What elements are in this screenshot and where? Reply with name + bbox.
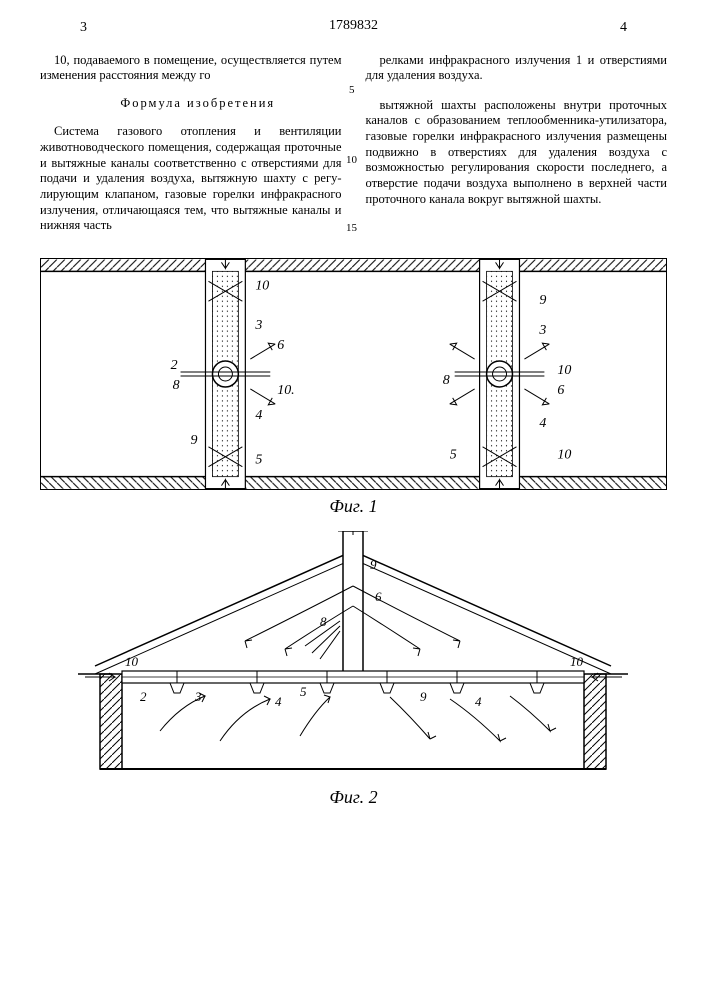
- left-p2: Система газового отопления и вентиля­ции…: [40, 124, 342, 233]
- svg-text:10: 10: [570, 654, 584, 669]
- svg-text:8: 8: [443, 373, 450, 388]
- fig2-svg: 2 3 4 5 6 8 9 9 4 10 10: [40, 531, 667, 781]
- svg-text:8: 8: [173, 378, 180, 393]
- svg-text:5: 5: [300, 684, 307, 699]
- svg-text:10: 10: [125, 654, 139, 669]
- fig1-caption: Фиг. 1: [0, 496, 707, 517]
- right-column: релками инфракрасного излучения 1 и от­в…: [366, 40, 668, 246]
- figure-2: 2 3 4 5 6 8 9 9 4 10 10: [40, 531, 667, 781]
- svg-text:10: 10: [557, 363, 571, 378]
- svg-text:5: 5: [450, 448, 457, 463]
- svg-text:2: 2: [140, 689, 147, 704]
- svg-text:4: 4: [275, 694, 282, 709]
- svg-text:9: 9: [539, 293, 546, 308]
- left-p1: 10, подаваемого в помещение, осуществля­…: [40, 53, 342, 84]
- svg-text:2: 2: [171, 358, 178, 373]
- svg-text:4: 4: [255, 408, 262, 423]
- page-left: 3: [80, 20, 87, 36]
- right-p2: вытяжной шахты расположены внутри про­то…: [366, 98, 668, 207]
- page-right: 4: [620, 20, 627, 36]
- left-column: 10, подаваемого в помещение, осуществля­…: [40, 40, 342, 246]
- svg-text:4: 4: [539, 416, 546, 431]
- svg-text:5: 5: [255, 453, 262, 468]
- formula-heading: Формула изобретения: [40, 96, 342, 112]
- svg-text:3: 3: [254, 318, 262, 333]
- right-p1: релками инфракрасного излучения 1 и от­в…: [366, 53, 668, 84]
- svg-text:8: 8: [320, 614, 327, 629]
- svg-text:6: 6: [277, 338, 284, 353]
- svg-text:6: 6: [375, 589, 382, 604]
- svg-text:6: 6: [557, 383, 564, 398]
- svg-text:9: 9: [420, 689, 427, 704]
- figure-1: 2 8 6 10. 3 4 5 10 9 9 3 8 10: [40, 258, 667, 490]
- line-number-10: 10: [346, 154, 357, 166]
- svg-text:3: 3: [538, 323, 546, 338]
- svg-text:10.: 10.: [277, 383, 294, 398]
- svg-text:3: 3: [194, 689, 202, 704]
- svg-text:10: 10: [255, 279, 269, 294]
- line-number-5: 5: [349, 84, 355, 96]
- svg-text:4: 4: [475, 694, 482, 709]
- fig2-caption: Фиг. 2: [0, 787, 707, 808]
- patent-number: 1789832: [329, 18, 378, 34]
- line-number-15: 15: [346, 222, 357, 234]
- fig1-svg: 2 8 6 10. 3 4 5 10 9 9 3 8 10: [41, 259, 666, 489]
- text-columns: 10, подаваемого в помещение, осуществля­…: [0, 40, 707, 246]
- svg-text:9: 9: [191, 433, 198, 448]
- svg-text:10: 10: [557, 448, 571, 463]
- svg-text:9: 9: [370, 557, 377, 572]
